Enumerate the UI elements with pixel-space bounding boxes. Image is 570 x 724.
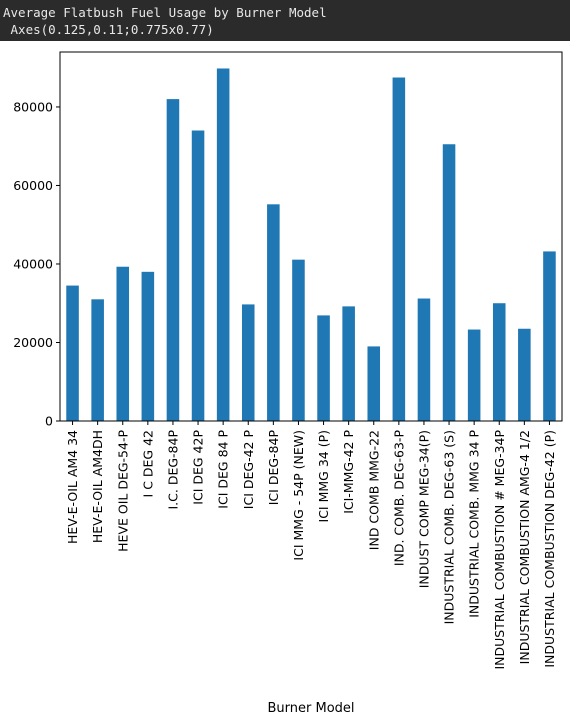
x-axis-label: Burner Model [267,701,354,716]
plot-frame [59,51,563,422]
y-tick-label: 40000 [13,256,53,271]
bar [91,299,104,421]
x-tick-label: ICI DEG 84 P [216,430,231,509]
x-tick-label: ICI DEG-42 P [241,430,256,510]
window-title: Average Flatbush Fuel Usage by Burner Mo… [3,5,327,20]
bar [392,77,406,421]
x-tick-label: INDUSTRIAL COMBUSTION AMG-4 1/2 [517,430,532,664]
y-tick-label: 0 [45,414,53,429]
x-tick-label: HEVE OIL DEG-54-P [115,430,130,552]
x-tick-label: INDUSTRIAL COMBUSTION DEG-42 (P) [542,430,557,668]
y-tick-label: 80000 [13,99,53,114]
x-tick-label: ICI DEG 42P [191,430,206,505]
bar [241,304,255,421]
bar [467,329,481,421]
title-bar: Average Flatbush Fuel Usage by Burner Mo… [0,0,570,41]
bar [216,68,230,421]
x-tick-label: ICI DEG-84P [266,430,281,506]
bar [116,266,130,421]
bar [417,298,431,421]
x-tick-label: INDUSTRIAL COMB. MMG 34 P [467,430,482,618]
x-tick-label: HEV-E-OIL AM4 34 [65,430,80,544]
x-tick-label: HEV-E-OIL AM4DH [90,430,105,543]
x-tick-label: IND COMB MMG-22 [366,430,381,550]
x-tick-label: INDUST COMP MEG-34(P) [416,430,431,588]
bar [317,315,330,421]
bar [267,204,280,421]
x-tick-label: IND. COMB. DEG-63-P [391,430,406,567]
bar [66,285,79,421]
bar [342,306,355,421]
bar [442,144,456,421]
bar [518,328,531,421]
bar [367,346,381,421]
y-tick-label: 60000 [13,178,53,193]
x-tick-label: I.C. DEG-84P [165,430,180,510]
bar [292,259,305,421]
x-tick-label: ICI MMG 34 (P) [316,430,331,522]
x-tick-label: ICI-MMG-42 P [341,430,356,514]
axes-info: Axes(0.125,0.11;0.775x0.77) [3,22,214,37]
x-axis: HEV-E-OIL AM4 34 HEV-E-OIL AM4DH HEVE OIL … [65,421,557,670]
bar [543,251,556,421]
bars-group [66,68,556,422]
y-tick-label: 20000 [13,335,53,350]
bar [141,271,155,421]
bar [492,303,506,421]
bar [166,99,180,421]
x-tick-label: INDUSTRIAL COMBUSTION # MEG-34P [492,430,507,670]
y-axis: 0 20000 40000 60000 80000 [13,99,60,429]
bar [191,130,205,422]
x-tick-label: ICI MMG - 54P (NEW) [291,430,306,561]
x-tick-label: INDUSTRIAL COMB. DEG-63 (S) [442,430,457,624]
x-tick-label: I C DEG 42 [140,430,155,497]
